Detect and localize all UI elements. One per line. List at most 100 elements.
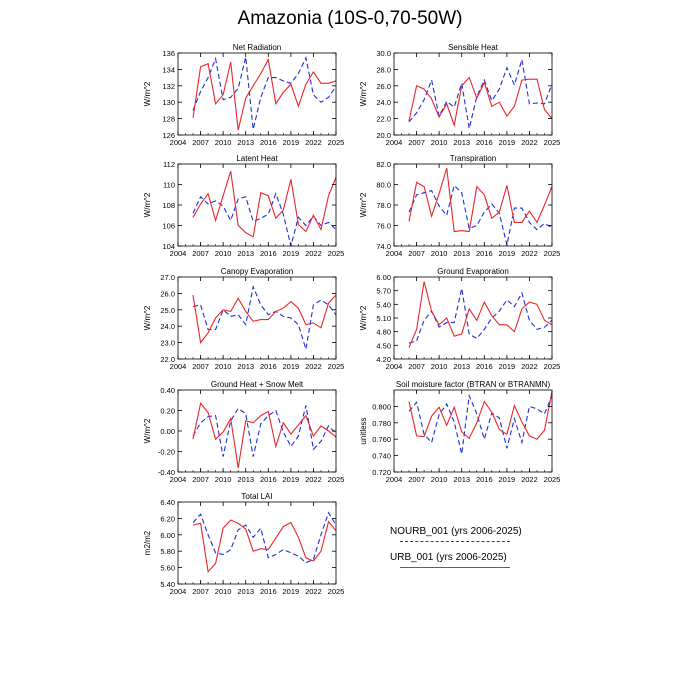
chart-title-ground-evaporation: Ground Evaporation	[437, 267, 509, 276]
x-tick-label-net-radiation: 2010	[215, 138, 232, 147]
series-line-nourb-001-ground-evaporation	[408, 288, 553, 344]
series-line-nourb-001-canopy-evaporation	[192, 284, 337, 350]
x-tick-label-ground-heat-snow-melt: 2004	[170, 475, 187, 484]
x-tick-label-net-radiation: 2004	[170, 138, 187, 147]
legend-entry-nourb: NOURB_001 (yrs 2006-2025)	[370, 526, 570, 552]
series-line-urb-001-transpiration	[408, 167, 553, 233]
legend-entry-urb: URB_001 (yrs 2006-2025)	[370, 552, 570, 578]
series-line-urb-001-canopy-evaporation	[192, 294, 337, 344]
chart-latent-heat: Latent Heat W/m^2 2004 2007 2010 2013 2016 2019…	[143, 154, 344, 258]
x-tick-label-total-lai: 2013	[237, 587, 254, 596]
chart-ground-evaporation: Ground Evaporation W/m^2 2004 2007 2010 2013 2…	[359, 267, 560, 371]
plot-frame-canopy-evaporation	[177, 276, 337, 360]
y-tick-label-latent-heat: 110	[163, 181, 175, 190]
x-tick-label-total-lai: 2019	[283, 587, 300, 596]
x-tick-label-soil-moisture-factor-btran-or-btranmn: 2004	[386, 475, 403, 484]
y-tick-label-net-radiation: 134	[162, 65, 175, 74]
x-tick-label-transpiration: 2025	[544, 249, 561, 258]
x-tick-label-ground-heat-snow-melt: 2025	[328, 475, 345, 484]
x-tick-label-ground-heat-snow-melt: 2019	[283, 475, 300, 484]
y-axis-label-soil-moisture-factor-btran-or-btranmn: unitless	[359, 417, 368, 444]
chart-total-lai: Total LAI m2/m2 2004 2007 2010 2013 2016 2019 20…	[143, 492, 344, 596]
series-line-urb-001-net-radiation	[192, 57, 337, 131]
y-tick-label-soil-moisture-factor-btran-or-btranmn: 0.720	[372, 468, 391, 477]
chart-title-latent-heat: Latent Heat	[236, 154, 278, 163]
x-tick-label-latent-heat: 2016	[260, 249, 277, 258]
chart-title-net-radiation: Net Radiation	[233, 43, 281, 52]
y-tick-label-total-lai: 5.80	[160, 547, 175, 556]
x-tick-label-ground-evaporation: 2016	[476, 362, 493, 371]
chart-title-sensible-heat: Sensible Heat	[448, 43, 499, 52]
x-tick-label-latent-heat: 2010	[215, 249, 232, 258]
x-tick-label-ground-heat-snow-melt: 2007	[192, 475, 209, 484]
x-tick-label-latent-heat: 2004	[170, 249, 187, 258]
y-tick-label-net-radiation: 128	[162, 115, 175, 124]
y-tick-label-ground-evaporation: 4.50	[376, 341, 391, 350]
x-tick-label-sensible-heat: 2025	[544, 138, 561, 147]
y-tick-label-total-lai: 6.20	[160, 514, 175, 523]
x-tick-label-sensible-heat: 2013	[453, 138, 470, 147]
x-tick-label-ground-heat-snow-melt: 2010	[215, 475, 232, 484]
y-tick-label-ground-evaporation: 5.70	[376, 287, 391, 296]
x-tick-label-soil-moisture-factor-btran-or-btranmn: 2025	[544, 475, 561, 484]
x-tick-label-total-lai: 2010	[215, 587, 232, 596]
x-tick-label-latent-heat: 2013	[237, 249, 254, 258]
y-tick-label-transpiration: 74.0	[376, 242, 391, 251]
y-tick-label-sensible-heat: 20.0	[376, 131, 391, 140]
legend-swatch-urb	[400, 567, 510, 568]
x-tick-label-net-radiation: 2019	[283, 138, 300, 147]
x-tick-label-total-lai: 2007	[192, 587, 209, 596]
chart-ground-heat-snow-melt: Ground Heat + Snow Melt W/m^2 2004 2007 2010…	[143, 380, 344, 484]
x-tick-label-net-radiation: 2013	[237, 138, 254, 147]
plot-frame-sensible-heat	[393, 52, 553, 136]
y-tick-label-ground-heat-snow-melt: -0.20	[158, 448, 175, 457]
chart-title-transpiration: Transpiration	[450, 154, 496, 163]
y-tick-label-total-lai: 5.60	[160, 564, 175, 573]
y-tick-label-soil-moisture-factor-btran-or-btranmn: 0.800	[372, 402, 391, 411]
y-axis-label-total-lai: m2/m2	[143, 530, 152, 555]
legend-label-nourb: NOURB_001 (yrs 2006-2025)	[390, 526, 522, 537]
plot-frame-soil-moisture-factor-btran-or-btranmn	[393, 389, 553, 473]
y-axis-label-ground-evaporation: W/m^2	[359, 305, 368, 330]
y-tick-label-latent-heat: 104	[162, 242, 175, 251]
y-tick-label-sensible-heat: 22.0	[376, 115, 391, 124]
x-tick-label-latent-heat: 2007	[192, 249, 209, 258]
x-tick-label-canopy-evaporation: 2025	[328, 362, 345, 371]
y-tick-label-latent-heat: 108	[162, 201, 175, 210]
y-tick-label-canopy-evaporation: 23.0	[160, 339, 175, 348]
x-tick-label-net-radiation: 2025	[328, 138, 345, 147]
chart-title-canopy-evaporation: Canopy Evaporation	[221, 267, 294, 276]
chart-canopy-evaporation: Canopy Evaporation W/m^2 2004 2007 2010 2013 2…	[143, 267, 344, 371]
legend: NOURB_001 (yrs 2006-2025) URB_001 (yrs 2…	[370, 526, 570, 578]
x-tick-label-total-lai: 2022	[305, 587, 322, 596]
x-tick-label-ground-evaporation: 2010	[431, 362, 448, 371]
series-line-urb-001-ground-heat-snow-melt	[192, 402, 337, 468]
x-tick-label-transpiration: 2010	[431, 249, 448, 258]
x-tick-label-soil-moisture-factor-btran-or-btranmn: 2007	[408, 475, 425, 484]
y-tick-label-latent-heat: 106	[162, 222, 175, 231]
plot-frame-transpiration	[393, 163, 553, 247]
y-tick-label-ground-heat-snow-melt: 0.20	[160, 407, 175, 416]
y-tick-label-ground-heat-snow-melt: 0.40	[160, 386, 175, 395]
series-line-urb-001-latent-heat	[192, 171, 337, 238]
y-tick-label-canopy-evaporation: 22.0	[160, 355, 175, 364]
series-line-nourb-001-soil-moisture-factor-btran-or-btranmn	[408, 393, 553, 455]
y-tick-label-latent-heat: 112	[163, 160, 175, 169]
y-tick-label-net-radiation: 136	[162, 49, 175, 58]
chart-soil-moisture-factor-btran-or-btranmn: Soil moisture factor (BTRAN or BTRANMN) u…	[359, 380, 560, 484]
plot-frame-net-radiation	[177, 52, 337, 136]
x-tick-label-latent-heat: 2019	[283, 249, 300, 258]
x-tick-label-sensible-heat: 2007	[408, 138, 425, 147]
x-tick-label-transpiration: 2019	[499, 249, 516, 258]
x-tick-label-canopy-evaporation: 2010	[215, 362, 232, 371]
y-tick-label-total-lai: 5.40	[160, 580, 175, 589]
x-tick-label-ground-heat-snow-melt: 2016	[260, 475, 277, 484]
series-line-nourb-001-total-lai	[192, 511, 337, 564]
y-tick-label-soil-moisture-factor-btran-or-btranmn: 0.780	[372, 419, 391, 428]
x-tick-label-ground-evaporation: 2019	[499, 362, 516, 371]
x-tick-label-latent-heat: 2025	[328, 249, 345, 258]
y-tick-label-net-radiation: 132	[162, 82, 175, 91]
x-tick-label-latent-heat: 2022	[305, 249, 322, 258]
plot-frame-ground-heat-snow-melt	[177, 389, 337, 473]
chart-transpiration: Transpiration W/m^2 2004 2007 2010 2013 2016 20…	[359, 154, 560, 258]
